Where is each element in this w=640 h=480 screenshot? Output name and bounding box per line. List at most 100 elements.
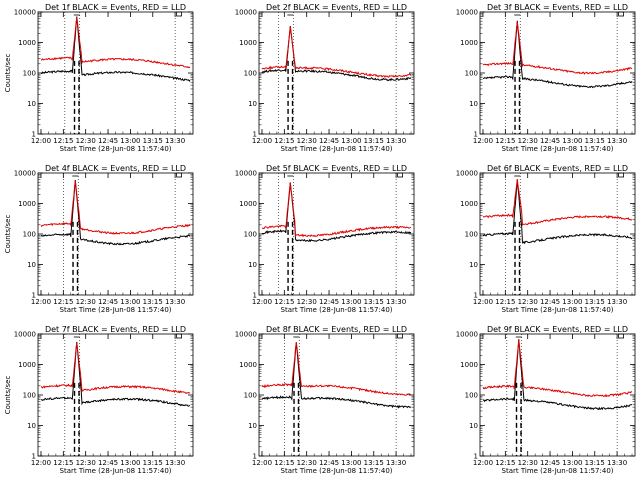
y-tick-label: 100 (23, 392, 36, 400)
x-axis-label: Start Time (28-Jun-08 11:57:40) (502, 145, 614, 153)
x-tick-label: 13:30 (607, 137, 627, 145)
lld-series-line (40, 181, 191, 235)
x-tick-label: 12:15 (53, 459, 73, 467)
y-tick-label: 1000 (239, 39, 257, 47)
y-tick-label: 100 (465, 392, 478, 400)
y-tick-label: 100 (244, 231, 257, 239)
y-tick-label: 100 (465, 70, 478, 78)
y-tick-label: 1 (474, 292, 478, 300)
lld-series-line (261, 182, 412, 238)
x-tick-label: 13:00 (562, 137, 582, 145)
y-tick-label: 1 (253, 131, 257, 139)
x-tick-label: 13:15 (364, 298, 384, 306)
x-tick-label: 13:15 (585, 298, 605, 306)
x-tick-label: 12:45 (540, 459, 560, 467)
lld-series-line (40, 17, 191, 69)
events-series-line (261, 342, 412, 409)
events-series-line (482, 339, 633, 411)
x-tick-label: 13:15 (143, 137, 163, 145)
plot-frame (479, 11, 636, 135)
top-marker-box (397, 11, 404, 17)
y-tick-label: 100 (244, 70, 257, 78)
y-tick-label: 10 (248, 422, 257, 430)
detector-panel-9: Det 9f BLACK = Events, RED = LLD 1 10 100 10… (456, 325, 636, 475)
x-tick-label: 12:00 (252, 137, 272, 145)
x-tick-label: 13:30 (607, 459, 627, 467)
x-tick-label: 13:30 (165, 459, 185, 467)
x-tick-label: 12:00 (473, 459, 493, 467)
lld-series-line (482, 339, 633, 398)
detector-panel-2: Det 2f BLACK = Events, RED = LLD 1 10 100 10… (235, 3, 415, 153)
x-tick-label: 13:15 (364, 459, 384, 467)
plot-frame (479, 172, 636, 296)
x-tick-label: 12:30 (518, 459, 538, 467)
y-tick-label: 1 (474, 453, 478, 461)
plot-frame (37, 333, 194, 457)
events-series-line (261, 182, 412, 243)
y-tick-label: 100 (465, 231, 478, 239)
x-tick-label: 12:45 (319, 459, 339, 467)
x-tick-label: 12:00 (473, 137, 493, 145)
y-tick-label: 1000 (239, 200, 257, 208)
x-tick-label: 13:00 (120, 459, 140, 467)
y-tick-label: 1 (253, 453, 257, 461)
x-axis-label: Start Time (28-Jun-08 11:57:40) (502, 467, 614, 475)
y-tick-label: 10000 (456, 9, 478, 17)
lld-series-line (40, 342, 191, 394)
detector-panel-8: Det 8f BLACK = Events, RED = LLD 1 10 100 10… (235, 325, 415, 475)
x-tick-label: 12:30 (76, 137, 96, 145)
y-tick-label: 1000 (460, 200, 478, 208)
x-tick-label: 13:30 (607, 298, 627, 306)
panel-title: Det 6f BLACK = Events, RED = LLD (487, 164, 628, 173)
y-tick-label: 10000 (14, 170, 36, 178)
x-tick-label: 13:00 (341, 459, 361, 467)
plot-frame (479, 333, 636, 457)
plot-frame (258, 333, 415, 457)
x-tick-label: 12:00 (31, 459, 51, 467)
x-tick-label: 13:15 (143, 459, 163, 467)
x-tick-label: 13:00 (120, 137, 140, 145)
y-tick-label: 10000 (235, 170, 257, 178)
top-marker-box (618, 172, 625, 178)
x-tick-label: 12:30 (297, 137, 317, 145)
y-tick-label: 10000 (14, 9, 36, 17)
y-tick-label: 10000 (14, 331, 36, 339)
x-tick-label: 12:30 (518, 298, 538, 306)
y-tick-label: 1000 (18, 361, 36, 369)
detector-panel-3: Det 3f BLACK = Events, RED = LLD 1 10 100 10… (456, 3, 636, 153)
events-series-line (261, 25, 412, 82)
x-tick-label: 12:45 (540, 298, 560, 306)
panel-title: Det 2f BLACK = Events, RED = LLD (266, 3, 407, 12)
detector-panel-5: Det 5f BLACK = Events, RED = LLD 1 10 100 10… (235, 164, 415, 314)
detector-panel-4: Det 4f BLACK = Events, RED = LLD Counts/s… (4, 164, 194, 314)
x-tick-label: 13:15 (585, 137, 605, 145)
x-axis-label: Start Time (28-Jun-08 11:57:40) (60, 306, 172, 314)
top-marker-box (618, 11, 625, 17)
x-tick-label: 13:15 (364, 137, 384, 145)
top-marker-box (397, 172, 404, 178)
x-axis-label: Start Time (28-Jun-08 11:57:40) (281, 145, 393, 153)
x-tick-label: 12:00 (252, 298, 272, 306)
panel-title: Det 7f BLACK = Events, RED = LLD (45, 325, 186, 334)
y-tick-label: 10 (469, 261, 478, 269)
x-tick-label: 12:45 (98, 459, 118, 467)
lld-series-line (261, 26, 412, 79)
y-tick-label: 1000 (18, 39, 36, 47)
top-marker-box (176, 11, 183, 17)
lld-series-line (261, 342, 412, 396)
x-axis-label: Start Time (28-Jun-08 11:57:40) (60, 145, 172, 153)
panel-title: Det 8f BLACK = Events, RED = LLD (266, 325, 407, 334)
x-tick-label: 12:00 (31, 298, 51, 306)
detector-panel-6: Det 6f BLACK = Events, RED = LLD 1 10 100 10… (456, 164, 636, 314)
x-tick-label: 13:00 (562, 459, 582, 467)
x-tick-label: 12:45 (540, 137, 560, 145)
x-tick-label: 12:15 (495, 459, 515, 467)
x-tick-label: 12:00 (473, 298, 493, 306)
x-tick-label: 12:45 (319, 298, 339, 306)
y-tick-label: 10000 (235, 9, 257, 17)
top-marker-box (176, 172, 183, 178)
x-tick-label: 12:15 (53, 137, 73, 145)
x-axis-label: Start Time (28-Jun-08 11:57:40) (281, 306, 393, 314)
x-tick-label: 12:30 (297, 298, 317, 306)
